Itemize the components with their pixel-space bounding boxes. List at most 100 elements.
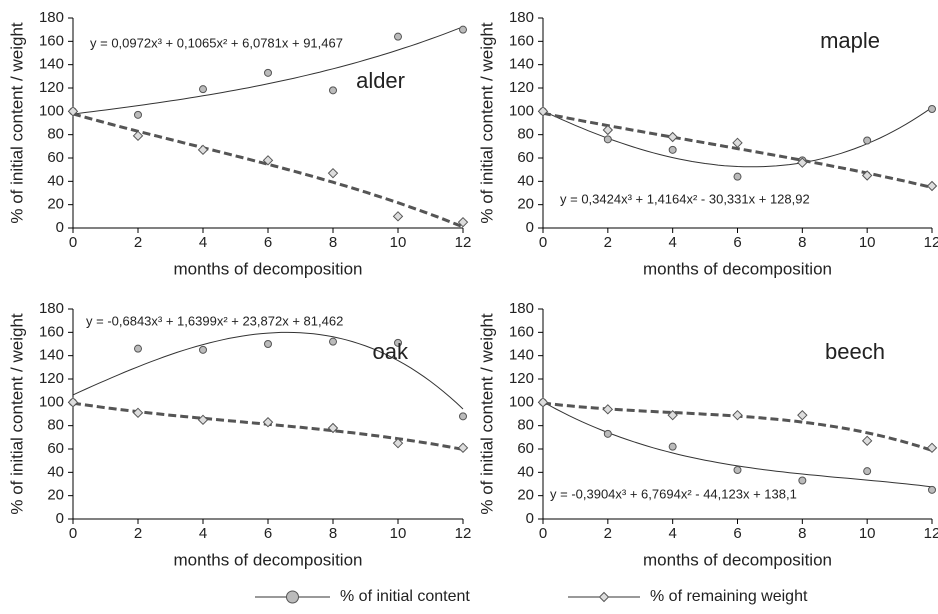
point xyxy=(863,467,872,476)
x-tick-label: 4 xyxy=(668,234,676,251)
x-tick-label: 6 xyxy=(264,234,272,251)
y-tick-label: 180 xyxy=(509,300,534,317)
point xyxy=(394,338,402,347)
point xyxy=(262,155,274,166)
point xyxy=(537,397,549,408)
point xyxy=(602,404,614,415)
point xyxy=(603,429,612,438)
x-tick-label: 8 xyxy=(329,525,337,542)
legend-text: % of initial content xyxy=(340,588,470,605)
y-tick-label: 40 xyxy=(47,172,64,189)
y-tick-label: 40 xyxy=(517,172,534,189)
trend-line xyxy=(72,26,464,115)
point xyxy=(264,68,272,77)
y-tick-label: 40 xyxy=(517,463,534,480)
y-tick-label: 180 xyxy=(509,9,534,26)
y-tick-label: 80 xyxy=(47,417,64,434)
equation: y = -0,6843x³ + 1,6399x² + 23,872x + 81,… xyxy=(86,313,343,328)
point xyxy=(797,409,808,421)
point xyxy=(928,485,936,494)
point xyxy=(926,180,938,192)
y-tick-label: 140 xyxy=(39,347,64,364)
x-tick-label: 2 xyxy=(134,525,142,542)
x-tick-label: 4 xyxy=(199,234,207,251)
x-tick-label: 12 xyxy=(455,525,472,542)
point xyxy=(392,437,404,449)
y-tick-label: 20 xyxy=(47,196,64,213)
y-tick-label: 180 xyxy=(39,9,64,26)
equation: y = -0,3904x³ + 6,7694x² - 44,123x + 138… xyxy=(550,486,797,501)
x-tick-label: 0 xyxy=(539,525,547,542)
point xyxy=(668,145,677,154)
y-tick-label: 120 xyxy=(509,370,534,387)
point xyxy=(798,476,807,485)
panel-title: beech xyxy=(825,339,885,364)
x-tick-label: 6 xyxy=(733,525,741,542)
y-tick-label: 180 xyxy=(39,300,64,317)
point xyxy=(667,131,678,143)
x-tick-label: 2 xyxy=(134,234,142,251)
x-tick-label: 12 xyxy=(455,234,472,251)
point xyxy=(732,409,743,421)
point xyxy=(459,25,467,34)
y-tick-label: 60 xyxy=(517,440,534,457)
y-tick-label: 0 xyxy=(56,219,64,236)
panel-title: oak xyxy=(373,339,409,364)
y-axis-label: % of initial content / weight xyxy=(7,22,26,224)
point xyxy=(329,86,337,95)
point xyxy=(327,422,339,434)
point xyxy=(199,345,207,354)
x-tick-label: 0 xyxy=(539,234,547,251)
y-tick-label: 140 xyxy=(509,56,534,73)
x-tick-label: 6 xyxy=(264,525,272,542)
y-tick-label: 100 xyxy=(509,102,534,119)
y-tick-label: 140 xyxy=(39,56,64,73)
y-axis-label: % of initial content / weight xyxy=(7,313,26,515)
point xyxy=(457,442,469,454)
point xyxy=(928,105,936,113)
x-tick-label: 10 xyxy=(390,234,407,251)
x-tick-label: 6 xyxy=(733,234,741,251)
x-tick-label: 2 xyxy=(604,525,612,542)
y-tick-label: 120 xyxy=(509,79,534,96)
x-tick-label: 0 xyxy=(69,234,77,251)
point xyxy=(667,409,678,421)
point xyxy=(197,144,209,156)
y-tick-label: 60 xyxy=(47,440,64,457)
x-axis-label: months of decomposition xyxy=(643,550,832,569)
x-tick-label: 12 xyxy=(924,234,938,251)
point xyxy=(733,466,742,474)
y-tick-label: 80 xyxy=(517,417,534,434)
point xyxy=(537,106,549,117)
point xyxy=(134,344,142,353)
point xyxy=(732,137,743,149)
point xyxy=(264,340,272,348)
x-tick-label: 4 xyxy=(668,525,676,542)
point xyxy=(134,110,142,119)
y-tick-label: 160 xyxy=(509,32,534,49)
x-axis-label: months of decomposition xyxy=(174,259,363,278)
trend-line xyxy=(542,106,933,168)
point xyxy=(199,85,207,94)
point xyxy=(392,211,404,222)
point xyxy=(459,412,467,421)
point xyxy=(457,216,469,228)
legend-marker xyxy=(598,591,610,603)
point xyxy=(67,397,79,408)
y-tick-label: 140 xyxy=(509,347,534,364)
point xyxy=(603,135,612,144)
x-tick-label: 10 xyxy=(859,234,876,251)
point xyxy=(797,157,808,168)
y-tick-label: 40 xyxy=(47,463,64,480)
legend-text: % of remaining weight xyxy=(650,588,808,605)
panel-title: maple xyxy=(820,28,880,53)
point xyxy=(668,442,677,451)
y-tick-label: 20 xyxy=(517,487,534,504)
y-tick-label: 120 xyxy=(39,79,64,96)
point xyxy=(394,32,402,41)
trend-line xyxy=(72,331,464,410)
y-tick-label: 80 xyxy=(47,126,64,143)
y-tick-label: 160 xyxy=(509,323,534,340)
